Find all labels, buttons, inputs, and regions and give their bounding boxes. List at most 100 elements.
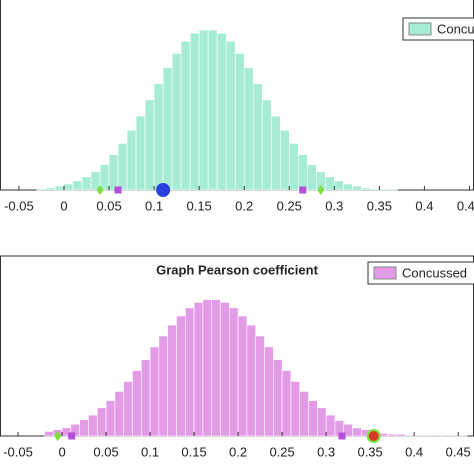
histogram-bar [440, 434, 450, 437]
histogram-bar [149, 346, 160, 437]
histogram-bar [255, 335, 265, 437]
histogram-bar [72, 180, 83, 191]
marker [156, 183, 171, 197]
legend-swatch [408, 22, 432, 36]
marker [54, 431, 62, 441]
histogram-bar [413, 434, 424, 437]
histogram-bar [44, 431, 54, 437]
histogram-bar [387, 433, 397, 437]
histogram-bar [176, 315, 186, 437]
histogram-bar [234, 53, 245, 191]
histogram-bar [252, 83, 263, 191]
histogram-bar [36, 188, 47, 191]
x-tick-label: 0.15 [181, 444, 206, 459]
x-tick-label: 0.3 [317, 444, 335, 459]
histogram-bar [171, 53, 182, 191]
histogram-bar [79, 419, 89, 437]
marker [338, 432, 346, 440]
histogram-bar [54, 185, 65, 191]
marker [366, 429, 381, 443]
x-tick-label: 0.4 [415, 198, 433, 213]
x-tick-label: 0.15 [186, 198, 211, 213]
histogram-bar [45, 187, 56, 191]
histogram-bar [334, 180, 344, 191]
histogram-bar [422, 434, 433, 437]
histogram-bar [207, 29, 218, 191]
histogram-bar [153, 83, 164, 191]
x-tick-label: -0.05 [4, 198, 34, 213]
marker [96, 185, 104, 195]
histogram-bar [237, 315, 248, 437]
histogram-bar [158, 335, 168, 437]
histogram-bar [96, 407, 107, 437]
histogram-bar [299, 391, 309, 437]
histogram-bar [306, 164, 317, 191]
histogram-bar [449, 434, 459, 437]
histogram-bar [105, 400, 116, 437]
x-tick-label: 0.45 [445, 444, 470, 459]
histogram-bar [132, 370, 142, 437]
marker [68, 432, 76, 440]
histogram-bar [405, 434, 415, 437]
x-tick-label: 0.45 [457, 198, 474, 213]
x-tick-label: 0.2 [235, 198, 253, 213]
histogram-bar [81, 176, 92, 191]
histogram-bar [184, 307, 195, 437]
x-tick-label: 0.35 [357, 444, 382, 459]
histogram-bar [225, 40, 236, 191]
x-tick-label: 0.3 [325, 198, 343, 213]
histogram-bar [261, 99, 272, 191]
histogram-bar [144, 99, 155, 191]
histogram-bar [325, 414, 336, 437]
histogram-bar [211, 299, 221, 437]
marker [114, 186, 122, 194]
histogram-bar [370, 188, 380, 191]
histogram-bar [352, 427, 362, 437]
x-tick-label: 0.05 [96, 198, 121, 213]
histogram-bar [396, 433, 406, 437]
histogram-bar [88, 414, 98, 437]
x-tick-label: 0.4 [405, 444, 423, 459]
histogram-bar [198, 29, 209, 191]
x-tick-label: 0.2 [229, 444, 247, 459]
histogram-bar [308, 400, 318, 437]
histogram-bar [167, 324, 177, 437]
histogram-bar [117, 143, 128, 191]
x-tick-label: 0.25 [269, 444, 294, 459]
histogram-bar [180, 40, 191, 191]
x-tick-label: 0.1 [145, 198, 163, 213]
histogram-bar [325, 176, 335, 191]
histogram-bar [193, 302, 204, 437]
histogram-bar [379, 188, 389, 191]
histogram-bar [126, 129, 137, 191]
histogram-bar [352, 185, 362, 191]
histogram-bar [264, 346, 274, 437]
histogram-bar [162, 67, 173, 191]
x-tick-label: 0.05 [93, 444, 118, 459]
histogram-bar [279, 129, 290, 191]
histogram-bar [457, 434, 468, 437]
x-tick-label: 0 [58, 444, 65, 459]
histogram-bar [288, 143, 299, 191]
histogram-bar [108, 154, 119, 191]
histogram-bar [228, 307, 239, 437]
histogram-bar [123, 381, 133, 437]
histogram-bar [281, 370, 292, 437]
histogram-bar [343, 183, 353, 191]
histogram-bar [99, 164, 110, 191]
histogram-bar [140, 359, 151, 437]
histogram-bar [189, 32, 200, 191]
chart-title: Graph Pearson coefficient [156, 262, 318, 277]
x-tick-label: 0.1 [141, 444, 159, 459]
x-tick-label: 0 [60, 198, 67, 213]
histogram-bar [202, 299, 212, 437]
histogram-bar [297, 154, 308, 191]
histogram-bar [388, 188, 398, 191]
histogram-bar [290, 381, 301, 437]
x-tick-label: 0.35 [367, 198, 392, 213]
legend-label: Concussed [437, 21, 474, 36]
histogram-bar [220, 302, 230, 437]
histogram-bar [431, 434, 441, 437]
histogram-bar [135, 115, 146, 191]
